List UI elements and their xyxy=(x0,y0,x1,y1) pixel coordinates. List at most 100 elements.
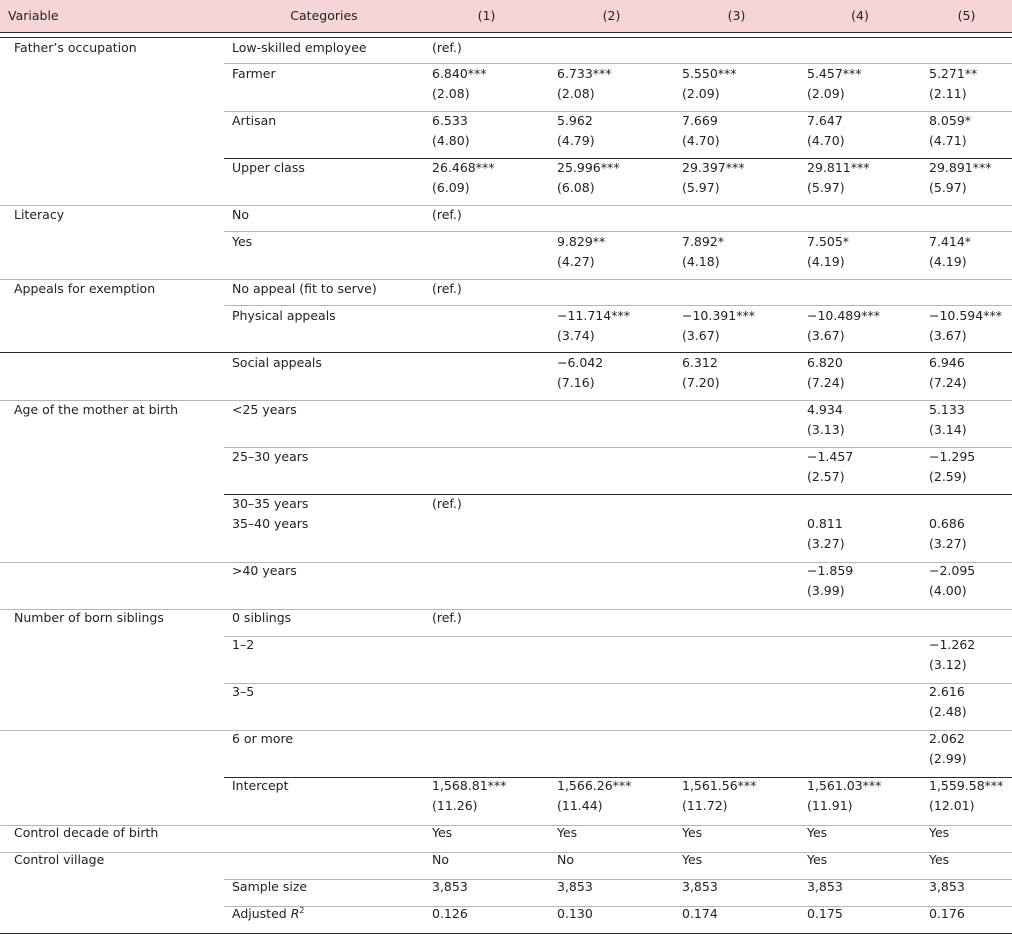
coefficient-value: 5.133 xyxy=(929,402,965,417)
header-variable: Variable xyxy=(0,0,224,33)
variable-cell xyxy=(0,724,224,771)
category-cell: Adjusted R2 xyxy=(224,899,424,926)
standard-error-value: (11.26) xyxy=(432,798,478,813)
model-3-cell: 7.669 (4.70) xyxy=(674,106,799,153)
model-2-cell: No xyxy=(549,845,674,872)
model-4-cell: 7.647 (4.70) xyxy=(799,106,921,153)
model-1-cell: 26.468*** (6.09) xyxy=(424,153,549,200)
category-label: Physical appeals xyxy=(232,308,336,323)
category-cell: 3–5 xyxy=(224,677,424,724)
category-cell: Artisan xyxy=(224,106,424,153)
standard-error-value: (4.18) xyxy=(682,254,720,269)
coefficient-value: 1,568.81*** xyxy=(432,778,507,793)
coefficient-value: Yes xyxy=(929,852,950,867)
category-label: 0 siblings xyxy=(232,610,292,625)
model-1-cell: 3,853 xyxy=(424,872,549,899)
coefficient-value: 6.840*** xyxy=(432,66,487,81)
category-cell: 6 or more xyxy=(224,724,424,771)
row-divider xyxy=(224,158,1012,159)
model-3-cell xyxy=(674,677,799,724)
model-1-cell xyxy=(424,348,549,395)
variable-cell xyxy=(0,899,224,926)
model-4-cell: 5.457*** (2.09) xyxy=(799,59,921,106)
category-label: Intercept xyxy=(232,778,289,793)
model-2-cell: Yes xyxy=(549,818,674,845)
model-5-cell: 7.414* (4.19) xyxy=(921,227,1012,274)
coefficient-value xyxy=(929,494,1004,514)
variable-cell xyxy=(0,442,224,489)
standard-error-value: (3.27) xyxy=(807,536,845,551)
coefficient-value: 25.996*** xyxy=(557,160,620,175)
model-1-cell: No xyxy=(424,845,549,872)
coefficient-value: 5.457*** xyxy=(807,66,862,81)
coefficient-value: 8.059* xyxy=(929,113,972,128)
header-model-2: (2) xyxy=(549,0,674,33)
standard-error-value: 0.686 xyxy=(929,516,965,531)
model-5-cell: 0.176 xyxy=(921,899,1012,926)
coefficient-value: −11.714*** xyxy=(557,308,630,323)
model-4-cell xyxy=(799,677,921,724)
coefficient-value: −10.391*** xyxy=(682,308,755,323)
model-2-cell xyxy=(549,489,674,556)
model-4-cell: −1.859 (3.99) xyxy=(799,556,921,603)
coefficient-value: −10.594*** xyxy=(929,308,1002,323)
model-5-cell: 8.059* (4.71) xyxy=(921,106,1012,153)
coefficient-value: 1,561.56*** xyxy=(682,778,757,793)
standard-error-value: (2.99) xyxy=(929,751,967,766)
standard-error-value: (4.19) xyxy=(929,254,967,269)
row-divider xyxy=(0,562,1012,563)
model-1-cell: (ref.) xyxy=(424,200,549,227)
coefficient-value: 6.946 xyxy=(929,355,965,370)
model-4-cell: Yes xyxy=(799,818,921,845)
model-5-cell: 2.062 (2.99) xyxy=(921,724,1012,771)
category-label: 30–35 years xyxy=(232,496,309,511)
category-cell: No xyxy=(224,200,424,227)
row-divider xyxy=(224,63,1012,64)
category-cell: Low-skilled employee xyxy=(224,32,424,59)
coefficient-value: 7.414* xyxy=(929,234,972,249)
standard-error-value: (3.67) xyxy=(682,328,720,343)
variable-cell xyxy=(0,301,224,348)
table-row: Adjusted R2 0.126 0.130 0.174 0.175 0.176 xyxy=(0,899,1012,926)
model-3-cell xyxy=(674,395,799,442)
model-3-cell: 0.174 xyxy=(674,899,799,926)
coefficient-value: 7.669 xyxy=(682,113,718,128)
row-divider xyxy=(0,352,1012,353)
model-5-cell: 3,853 xyxy=(921,872,1012,899)
coefficient-value: 6.312 xyxy=(682,355,718,370)
standard-error-value: (3.13) xyxy=(807,422,845,437)
model-3-cell xyxy=(674,603,799,630)
category-label: Yes xyxy=(232,234,253,249)
table-row: Father’s occupation Low-skilled employee (… xyxy=(0,32,1012,59)
coefficient-value: Yes xyxy=(557,825,578,840)
standard-error-value: (4.79) xyxy=(557,133,595,148)
category-label: <25 years xyxy=(232,402,297,417)
coefficient-value: Yes xyxy=(682,852,703,867)
coefficient-value: 0.130 xyxy=(557,906,593,921)
category-cell: 0 siblings xyxy=(224,603,424,630)
model-1-cell xyxy=(424,395,549,442)
model-4-cell: 4.934 (3.13) xyxy=(799,395,921,442)
category-cell: Sample size xyxy=(224,872,424,899)
header-categories: Categories xyxy=(224,0,424,33)
model-5-cell: −10.594*** (3.67) xyxy=(921,301,1012,348)
row-divider xyxy=(224,777,1012,778)
standard-error-value: (2.09) xyxy=(807,86,845,101)
row-divider xyxy=(0,205,1012,206)
category-cell: Intercept xyxy=(224,771,424,818)
coefficient-value: 2.616 xyxy=(929,684,965,699)
category-cell: 1–2 xyxy=(224,630,424,677)
model-2-cell: −6.042 (7.16) xyxy=(549,348,674,395)
row-divider xyxy=(0,825,1012,826)
model-2-cell xyxy=(549,556,674,603)
model-2-cell: 3,853 xyxy=(549,872,674,899)
standard-error-value: (4.27) xyxy=(557,254,595,269)
row-divider xyxy=(224,231,1012,232)
category-label: 3–5 xyxy=(232,684,255,699)
table-row: 1–2 −1.262 (3.12) xyxy=(0,630,1012,677)
model-2-cell: 1,566.26*** (11.44) xyxy=(549,771,674,818)
variable-cell xyxy=(0,227,224,274)
coefficient-value: 1,566.26*** xyxy=(557,778,632,793)
